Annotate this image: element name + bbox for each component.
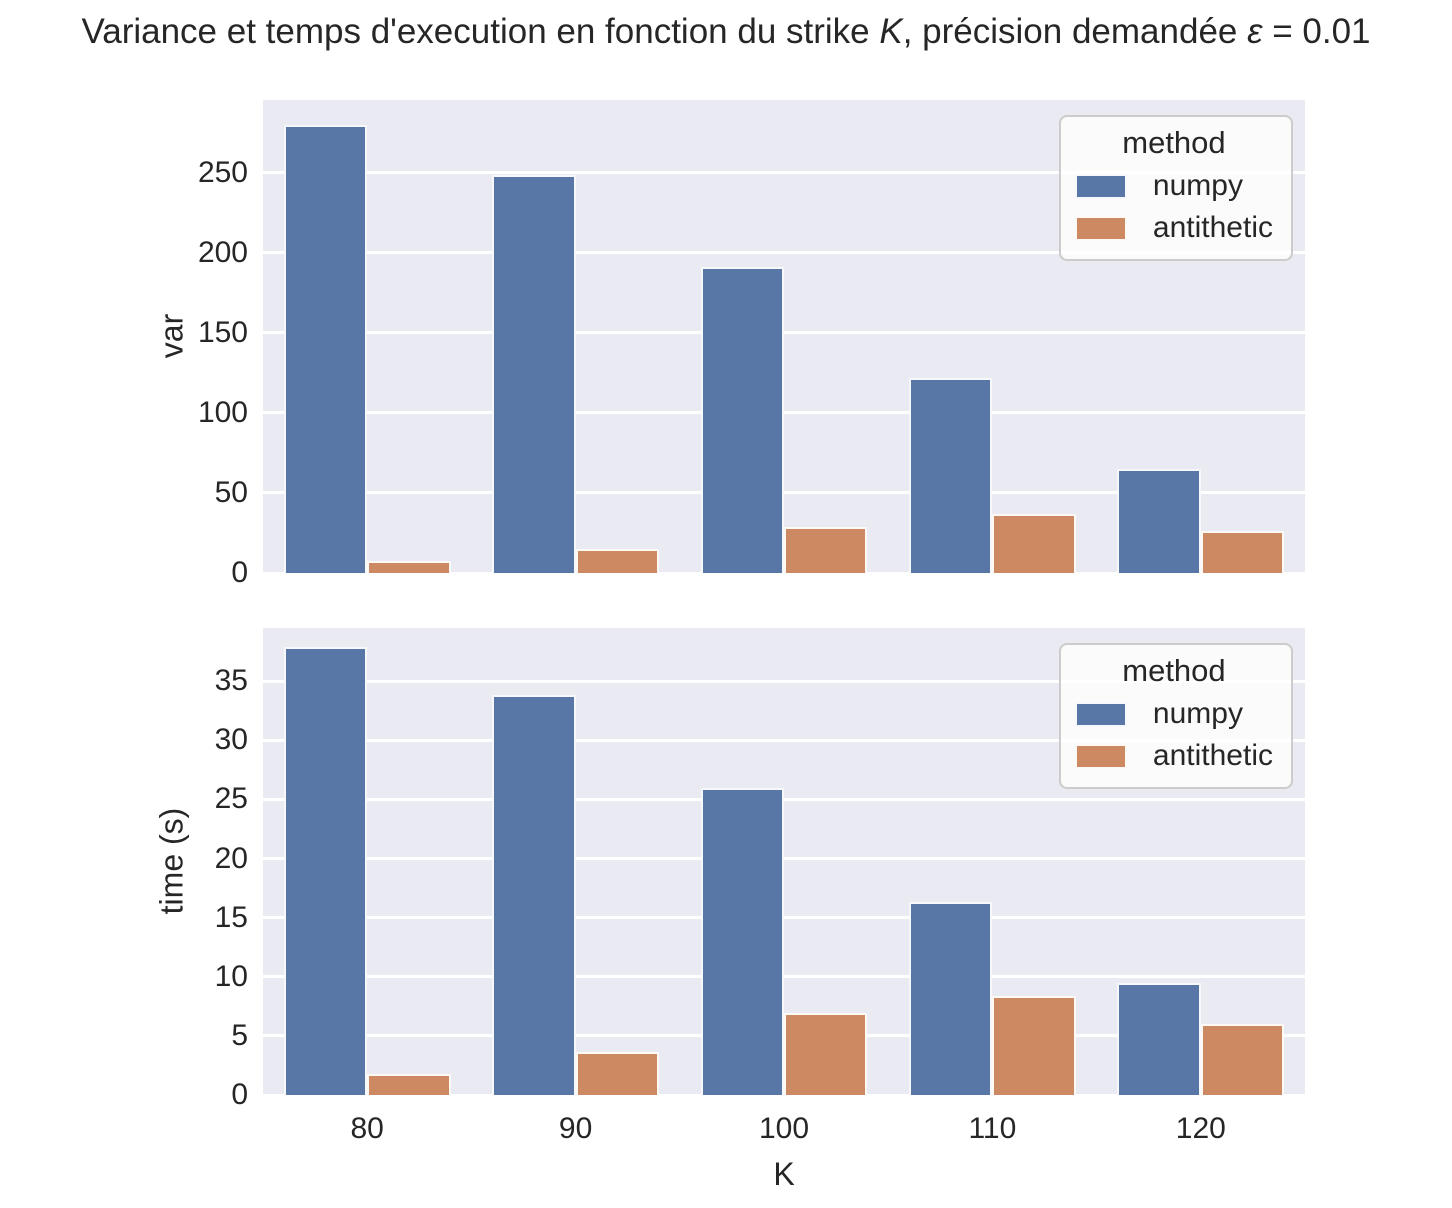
- legend-item-label: antithetic: [1152, 211, 1273, 244]
- bar-antithetic-k90: [575, 1052, 659, 1095]
- bar-antithetic-k100: [784, 526, 868, 573]
- y-tick-label: 250: [197, 155, 248, 189]
- bar-numpy-k80: [283, 646, 368, 1095]
- legend-item-antithetic: antithetic: [1074, 211, 1273, 245]
- y-tick-label: 200: [197, 235, 248, 269]
- x-tick-label: 80: [350, 1112, 384, 1145]
- y-tick-label: 35: [214, 664, 248, 698]
- legend: method numpy antithetic: [1058, 643, 1293, 789]
- y-axis-ticks: 0 50 100 150 200 250: [0, 100, 248, 587]
- gridline: [263, 1093, 1305, 1097]
- x-tick-label: 120: [1175, 1112, 1226, 1145]
- title-text: , précision demandée: [902, 12, 1248, 51]
- bar-numpy-k80: [283, 124, 368, 573]
- antithetic-swatch-icon: [1074, 215, 1127, 241]
- numpy-swatch-icon: [1074, 701, 1127, 727]
- legend-item-label: numpy: [1152, 697, 1243, 730]
- x-axis-label: K: [773, 1156, 795, 1192]
- bar-antithetic-k90: [575, 549, 659, 573]
- title-text: Variance et temps d'execution en fonctio…: [81, 12, 880, 51]
- y-tick-label: 20: [214, 841, 248, 875]
- legend-item-label: numpy: [1152, 169, 1243, 202]
- plot-area-var: method numpy antithetic: [263, 100, 1305, 575]
- gridline: [263, 171, 1305, 175]
- y-tick-label: 10: [214, 959, 248, 993]
- y-tick-label: 5: [231, 1018, 248, 1052]
- legend-title: method: [1122, 125, 1226, 160]
- bar-antithetic-k120: [1200, 531, 1285, 573]
- gridline: [263, 411, 1305, 415]
- bar-antithetic-k120: [1200, 1024, 1285, 1095]
- bar-numpy-k90: [492, 174, 576, 573]
- chart-title: Variance et temps d'execution en fonctio…: [0, 12, 1452, 52]
- bar-numpy-k120: [1117, 982, 1201, 1095]
- bar-numpy-k110: [909, 377, 993, 573]
- gridline: [263, 251, 1305, 255]
- gridline: [263, 738, 1305, 742]
- gridline: [263, 975, 1305, 979]
- bar-numpy-k110: [909, 902, 993, 1095]
- y-tick-label: 30: [214, 723, 248, 757]
- gridline: [263, 331, 1305, 335]
- y-tick-label: 50: [214, 475, 248, 509]
- bar-numpy-k100: [700, 267, 784, 573]
- gridline: [263, 797, 1305, 801]
- antithetic-swatch-icon: [1074, 743, 1127, 769]
- legend-item-numpy: numpy: [1074, 169, 1273, 203]
- y-tick-label: 150: [197, 315, 248, 349]
- y-tick-label: 15: [214, 900, 248, 934]
- plot-area-time: method numpy antithetic: [263, 628, 1305, 1097]
- bar-antithetic-k80: [367, 1073, 451, 1095]
- legend-item-antithetic: antithetic: [1074, 739, 1273, 773]
- legend: method numpy antithetic: [1058, 115, 1293, 261]
- x-tick-label: 90: [558, 1112, 593, 1145]
- gridline: [263, 571, 1305, 575]
- legend-item-label: antithetic: [1152, 739, 1273, 772]
- y-tick-label: 100: [197, 395, 248, 429]
- title-epsilon-italic: ε: [1247, 12, 1263, 51]
- gridline: [263, 679, 1305, 683]
- x-tick-label: 100: [758, 1112, 810, 1145]
- x-tick-label: 110: [968, 1112, 1017, 1145]
- gridline: [263, 857, 1305, 861]
- title-k-italic: K: [879, 12, 903, 51]
- title-text: = 0.01: [1262, 12, 1371, 51]
- y-tick-label: 25: [214, 782, 248, 816]
- numpy-swatch-icon: [1074, 173, 1127, 199]
- bar-numpy-k100: [700, 787, 784, 1095]
- y-axis-ticks: 0 5 10 15 20 25 30 35: [0, 628, 248, 1110]
- y-tick-label: 0: [231, 556, 248, 589]
- bar-antithetic-k80: [367, 561, 451, 573]
- bar-antithetic-k100: [784, 1013, 868, 1095]
- bar-antithetic-k110: [992, 995, 1076, 1095]
- gridline: [263, 916, 1305, 920]
- gridline: [263, 491, 1305, 495]
- bar-numpy-k120: [1117, 469, 1201, 573]
- x-axis-ticks: 80 90 100 110 120: [263, 1112, 1305, 1152]
- legend-item-numpy: numpy: [1074, 697, 1273, 731]
- legend-title: method: [1122, 653, 1226, 688]
- bar-numpy-k90: [492, 695, 576, 1095]
- y-tick-label: 0: [231, 1078, 248, 1111]
- bar-antithetic-k110: [992, 513, 1076, 573]
